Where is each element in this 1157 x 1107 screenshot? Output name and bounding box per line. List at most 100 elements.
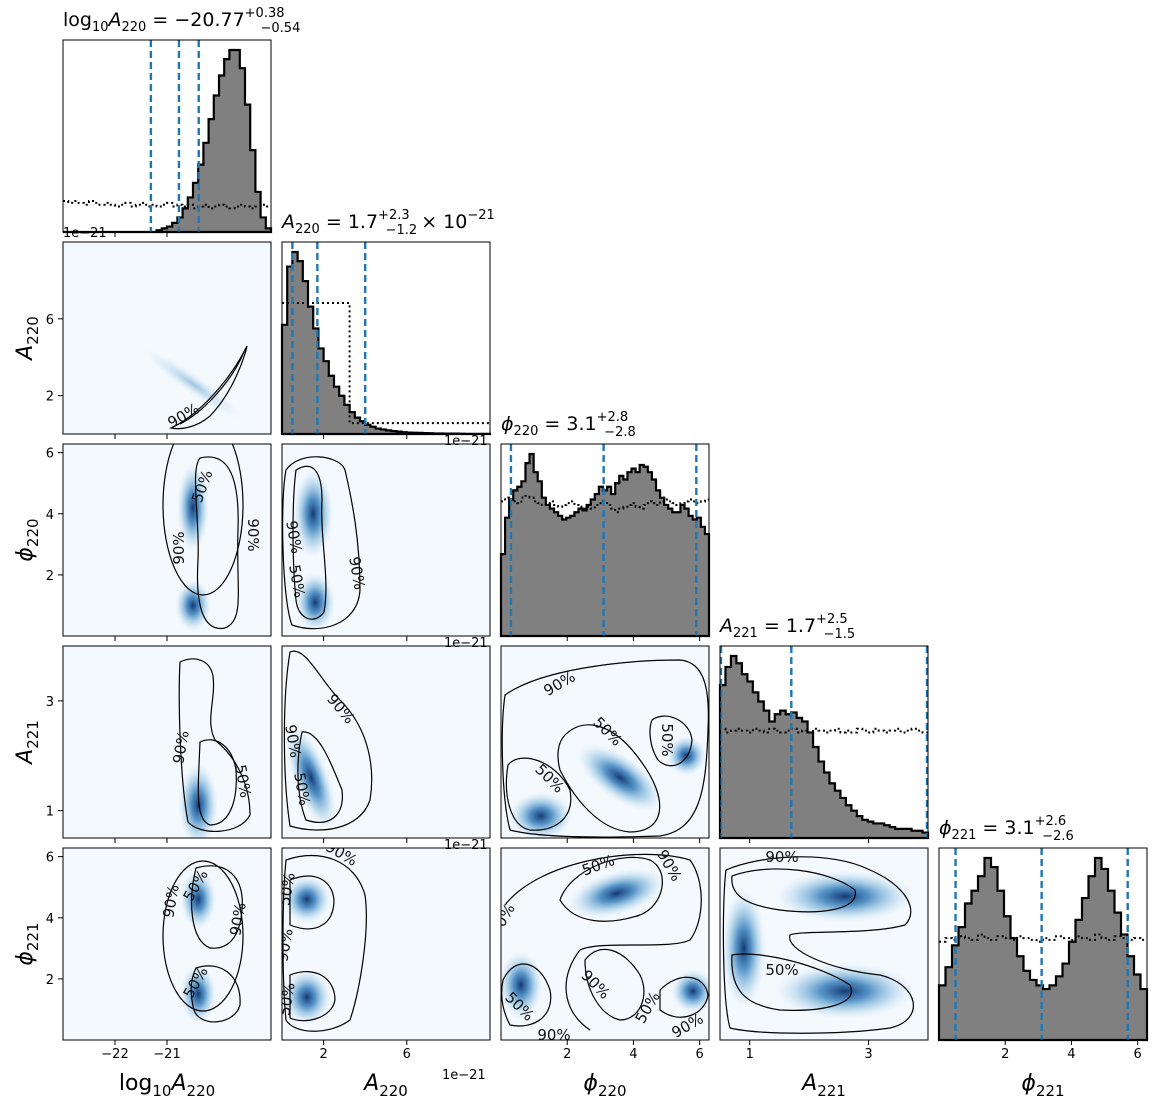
posterior-histogram-A221	[718, 654, 930, 840]
density-blob	[671, 969, 709, 1014]
density-blob	[774, 870, 915, 923]
x-tick-label-A221: 3	[864, 1047, 872, 1062]
contours-log10A220-A221: 90% 50%	[169, 658, 255, 833]
y-tick-label-phi221: 6	[46, 851, 54, 866]
contour-50	[559, 856, 663, 922]
density-log10A220-phi221	[180, 869, 217, 1025]
contour-50	[505, 757, 572, 831]
panel-frame-phi220-phi220	[500, 443, 710, 637]
x-tick-label-phi220: 2	[563, 1047, 571, 1062]
density-blob	[568, 868, 666, 919]
y-tick-label-phi220: 6	[46, 447, 54, 462]
density-blob	[577, 743, 664, 812]
contour-label: 90%	[537, 1026, 570, 1044]
panel-background-log10A220-A220	[63, 242, 271, 434]
contour-50	[191, 865, 243, 949]
density-blob	[177, 462, 209, 553]
contour-90	[162, 860, 244, 1012]
contour-label: 50%	[275, 981, 299, 1017]
contour-50	[731, 868, 856, 913]
contour-90	[282, 456, 361, 630]
contour-label: 50%	[658, 723, 676, 756]
contour-label: 90%	[169, 729, 193, 765]
contour-label: 50%	[231, 763, 255, 799]
density-blob	[282, 875, 331, 924]
y-axis-label-phi220: ϕ220	[13, 518, 42, 561]
contour-90	[501, 659, 709, 838]
density-blob	[721, 888, 766, 1009]
density-blob	[143, 348, 243, 420]
contour-50	[292, 465, 327, 620]
contour-90	[162, 444, 244, 596]
contour-label: 90%	[244, 518, 262, 551]
panel-frame-phi220-phi221	[500, 847, 710, 1041]
contour-50	[557, 724, 661, 833]
density-blob	[180, 869, 217, 930]
contour-label: 90%	[159, 883, 183, 919]
offset-text-A220: 1e−21	[444, 636, 488, 651]
posterior-histogram-log10A220	[63, 48, 273, 234]
density-blob	[666, 735, 707, 776]
contour-label: 90%	[281, 723, 305, 759]
x-axis-label-log10A220: log10A220	[119, 1071, 215, 1100]
contour-50	[731, 953, 853, 1011]
x-axis-label-A220: A220	[362, 1071, 408, 1100]
posterior-histogram-phi221	[937, 856, 1149, 1042]
density-blob	[175, 579, 211, 632]
contour-90	[283, 650, 373, 831]
x-axis-label-phi220: ϕ220	[583, 1071, 626, 1100]
panel-frame-phi221-phi221	[938, 847, 1148, 1041]
y-tick-label-phi220: 2	[46, 569, 54, 584]
contour-label: 50%	[275, 871, 299, 907]
posterior-histogram-A220	[280, 250, 492, 436]
contours-A221-phi221: 90% 50%	[722, 848, 914, 1034]
contour-50	[659, 976, 709, 1018]
x-tick-label-log10A220: −22	[101, 1047, 128, 1062]
panel-frame-A221-phi221	[719, 847, 929, 1041]
x-tick-label-A221: 1	[746, 1047, 754, 1062]
contour-50	[649, 715, 693, 767]
density-A220-phi221	[282, 875, 331, 1026]
contour-label: 90%	[345, 555, 369, 591]
x-tick-label-phi221: 2	[1001, 1047, 1009, 1062]
density-blob	[508, 792, 573, 838]
contour-90	[169, 345, 248, 430]
y-tick-label-phi221: 2	[46, 973, 54, 988]
contour-90	[282, 854, 367, 1032]
posterior-histogram-phi220	[499, 452, 711, 638]
contour-label: 50%	[765, 961, 798, 979]
y-tick-label-phi221: 4	[46, 912, 54, 927]
prior-histogram-phi221	[939, 933, 1147, 943]
offset-text-A220: 1e−21	[444, 838, 488, 853]
contour-50	[297, 731, 343, 823]
panel-frame-A220-phi221	[281, 847, 491, 1041]
y-axis-label-phi221: ϕ221	[13, 922, 42, 965]
contours-A220-phi220: 90% 50% 90%	[282, 456, 369, 630]
x-axis-label-phi221: ϕ221	[1021, 1071, 1064, 1100]
title-phi221: ϕ221 = 3.1+2.6 −2.6	[939, 814, 1074, 844]
x-tick-label-phi220: 6	[695, 1047, 703, 1062]
prior-histogram-log10A220	[63, 200, 271, 210]
contours-A220-phi221: 90%50%90%50%	[275, 848, 367, 1032]
contour-50	[194, 456, 239, 630]
y-tick-label-A220: 2	[46, 390, 54, 405]
title-A220: A220 = 1.7+2.3 −1.2 × 10−21	[280, 208, 495, 238]
x-axis-label-A221: A221	[800, 1071, 846, 1100]
x-tick-label-A220: 6	[403, 1047, 411, 1062]
panel-background-log10A220-phi220	[63, 444, 271, 636]
y-offset-text-A220: 1e−21	[63, 226, 107, 241]
prior-histogram-phi220	[501, 494, 709, 514]
x-tick-label-log10A220: −21	[153, 1047, 180, 1062]
contour-label: 50%	[285, 563, 309, 599]
panel-background-log10A220-A221	[63, 646, 271, 838]
y-tick-label-A221: 1	[46, 805, 54, 820]
contour-90	[584, 948, 645, 1021]
panel-frame-A221-A221	[719, 645, 929, 839]
x-offset-text-A220: 1e−21	[442, 1068, 486, 1083]
contour-90	[178, 658, 251, 833]
x-tick-label-phi220: 4	[629, 1047, 637, 1062]
offset-text-A220: 1e−21	[444, 434, 488, 449]
panel-frame-A220-A220	[281, 241, 491, 435]
title-A221: A221 = 1.7+2.5 −1.5	[718, 612, 855, 642]
